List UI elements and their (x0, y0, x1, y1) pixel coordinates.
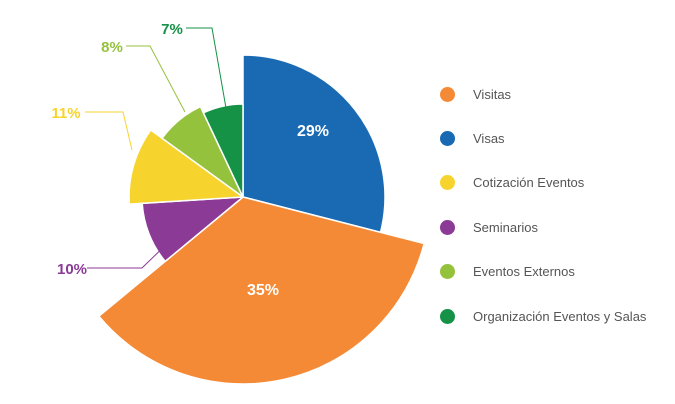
slice-value-label: 7% (161, 21, 183, 38)
legend-label: Cotización Eventos (473, 175, 585, 191)
slice-value-label: 35% (247, 282, 279, 299)
pie-slice-visas (242, 54, 386, 234)
legend-swatch (440, 264, 455, 280)
leader-line (186, 27, 227, 109)
legend-item-seminarios: Seminarios (440, 205, 646, 249)
leader-line (85, 111, 133, 151)
pie-slice-eventos-externos (161, 105, 244, 198)
legend-label: Seminarios (473, 219, 539, 235)
legend-swatch (440, 308, 455, 324)
leader-line (126, 45, 186, 113)
slice-value-label: 8% (101, 39, 123, 56)
legend-item-visitas: Visitas (440, 72, 646, 116)
legend-item-organizacion-eventos-y-salas: Organización Eventos y Salas (440, 294, 646, 338)
slice-value-label: 10% (57, 261, 87, 278)
legend-swatch (440, 86, 455, 102)
legend-swatch (440, 219, 455, 235)
legend-label: Organización Eventos y Salas (473, 308, 647, 324)
legend-label: Visas (473, 131, 505, 147)
pie-slice-cotizaci-n-eventos (128, 129, 244, 205)
pie-slice-organizaci-n-eventos-y-salas (202, 103, 244, 198)
legend-item-visas: Visas (440, 116, 646, 160)
legend-swatch (440, 131, 455, 147)
pie-slice-visitas (98, 196, 425, 385)
legend-label: Eventos Externos (473, 264, 575, 280)
legend-swatch (440, 175, 455, 191)
slice-value-label: 11% (51, 105, 80, 122)
slice-value-label: 29% (297, 123, 329, 140)
legend-item-cotizacion-eventos: Cotización Eventos (440, 161, 646, 205)
leader-line (87, 234, 177, 269)
legend-item-eventos-externos: Eventos Externos (440, 250, 646, 294)
legend-label: Visitas (473, 86, 512, 102)
legend: Visitas Visas Cotización Eventos Seminar… (440, 72, 646, 338)
